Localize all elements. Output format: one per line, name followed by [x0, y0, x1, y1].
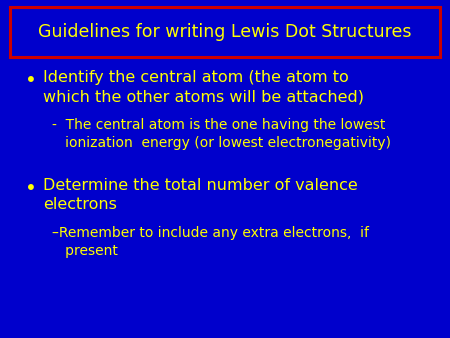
Text: Determine the total number of valence
electrons: Determine the total number of valence el…	[43, 178, 357, 212]
Text: •: •	[25, 71, 36, 90]
FancyBboxPatch shape	[10, 7, 440, 57]
Text: –Remember to include any extra electrons,  if
   present: –Remember to include any extra electrons…	[52, 226, 369, 258]
Text: Guidelines for writing Lewis Dot Structures: Guidelines for writing Lewis Dot Structu…	[38, 23, 412, 41]
Text: -  The central atom is the one having the lowest
   ionization  energy (or lowes: - The central atom is the one having the…	[52, 118, 391, 150]
Text: •: •	[25, 179, 36, 198]
Text: Identify the central atom (the atom to
which the other atoms will be attached): Identify the central atom (the atom to w…	[43, 70, 364, 104]
